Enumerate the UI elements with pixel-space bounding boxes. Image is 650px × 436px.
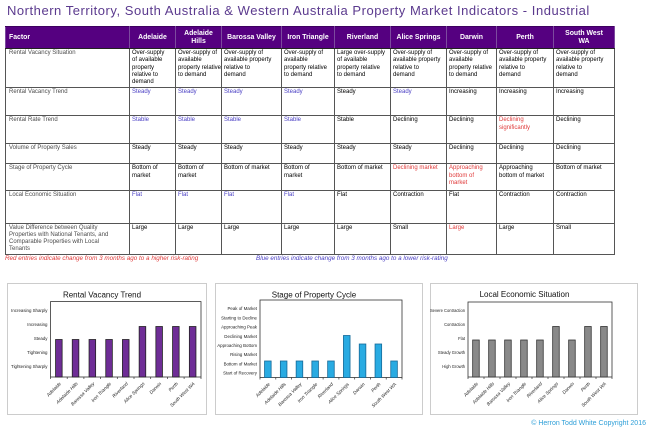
svg-text:Darwin: Darwin [148, 381, 162, 395]
svg-text:Severe Contraction: Severe Contraction [430, 308, 466, 313]
svg-text:Increasing Sharply: Increasing Sharply [11, 308, 48, 313]
svg-text:Steady: Steady [34, 336, 48, 341]
svg-text:Declining Market: Declining Market [224, 334, 257, 339]
svg-text:Approaching Peak: Approaching Peak [221, 325, 258, 330]
svg-text:Approaching Bottom: Approaching Bottom [217, 343, 257, 348]
svg-text:Darwin: Darwin [352, 381, 366, 395]
svg-text:Perth: Perth [168, 381, 180, 393]
svg-text:Steady Growth: Steady Growth [438, 350, 466, 355]
svg-text:Contraction: Contraction [444, 322, 466, 327]
svg-text:Flat: Flat [458, 336, 466, 341]
svg-text:Darwin: Darwin [561, 381, 575, 395]
svg-text:Tightening: Tightening [27, 350, 48, 355]
svg-text:Perth: Perth [580, 381, 592, 393]
svg-text:Tightening Sharply: Tightening Sharply [11, 364, 48, 369]
svg-text:Rising Market: Rising Market [230, 352, 258, 357]
svg-text:Rental Vacancy Trend: Rental Vacancy Trend [63, 291, 141, 300]
svg-text:Bottom of Market: Bottom of Market [224, 361, 258, 366]
svg-text:High Growth: High Growth [442, 364, 465, 369]
svg-text:Increasing: Increasing [27, 322, 48, 327]
svg-text:Peak of Market: Peak of Market [227, 306, 257, 311]
svg-text:Perth: Perth [370, 381, 382, 393]
svg-text:Stage of Property Cycle: Stage of Property Cycle [272, 291, 357, 300]
svg-text:Local Economic Situation: Local Economic Situation [480, 290, 570, 299]
svg-text:Starting to Decline: Starting to Decline [221, 315, 257, 320]
svg-text:Start of Recovery: Start of Recovery [223, 371, 258, 376]
